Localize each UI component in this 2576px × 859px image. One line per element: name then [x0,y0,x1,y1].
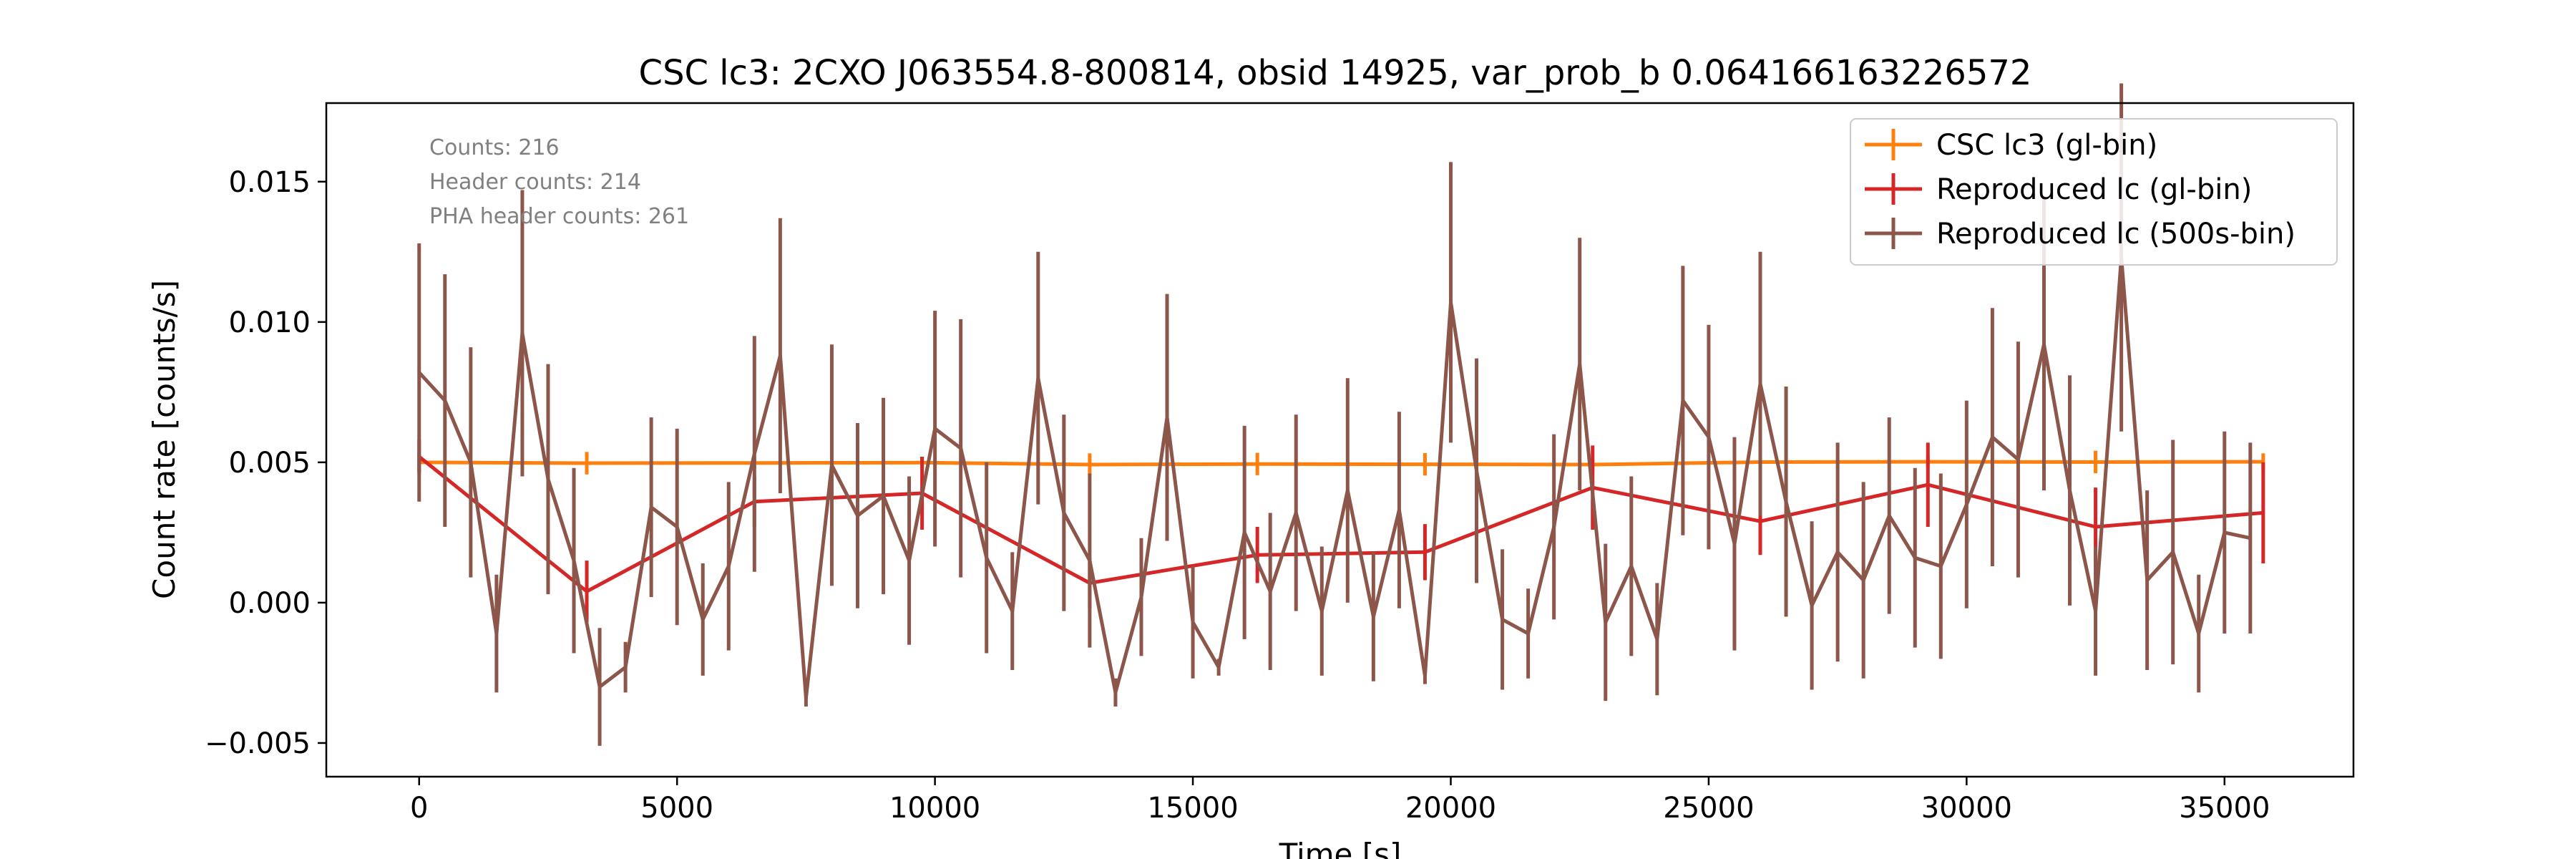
x-tick-label: 30000 [1921,792,2012,825]
legend-entry-3: Reproduced lc (500s-bin) [1865,218,2296,251]
x-tick-label: 20000 [1405,792,1496,825]
counts-annotation: Counts: 216 [429,135,560,160]
annotation-layer: Counts: 216 Header counts: 214 PHA heade… [429,135,689,229]
pha-header-counts-annotation: PHA header counts: 261 [429,204,689,229]
series-2-line [418,455,2264,593]
y-tick-label: −0.005 [205,727,311,760]
y-tick-label: 0.005 [228,447,311,480]
chart-title: CSC lc3: 2CXO J063554.8-800814, obsid 14… [639,53,2032,93]
x-tick-label: 10000 [889,792,980,825]
series-3-line [417,256,2251,700]
series-3 [417,83,2253,746]
header-counts-annotation: Header counts: 214 [429,170,641,195]
series-layer [417,83,2265,746]
x-tick-label: 15000 [1147,792,1238,825]
legend-label: Reproduced lc (gl-bin) [1936,173,2252,206]
x-tick-label: 25000 [1663,792,1754,825]
y-tick-label: 0.000 [228,587,311,620]
legend-box [1850,118,2338,266]
y-tick-label: 0.015 [228,166,311,199]
legend-label: Reproduced lc (500s-bin) [1936,218,2296,251]
legend: CSC lc3 (gl-bin) Reproduced lc (gl-bin) Re… [1850,118,2338,266]
x-tick-label: 5000 [640,792,713,825]
x-tick-label: 0 [410,792,428,825]
legend-entry-1: CSC lc3 (gl-bin) [1865,129,2157,162]
series-1-line [419,460,2263,467]
y-axis-label: Count rate [counts/s] [147,280,182,599]
y-tick-label: 0.010 [228,306,311,339]
plot-frame [325,102,2355,778]
ticks-layer: 0 5000 10000 15000 20000 25000 30000 35000 −0.00… [205,166,2270,825]
x-axis-label: Time [s] [1279,837,1402,859]
legend-label: CSC lc3 (gl-bin) [1936,129,2157,162]
legend-entry-2: Reproduced lc (gl-bin) [1865,173,2252,206]
x-tick-label: 35000 [2179,792,2270,825]
